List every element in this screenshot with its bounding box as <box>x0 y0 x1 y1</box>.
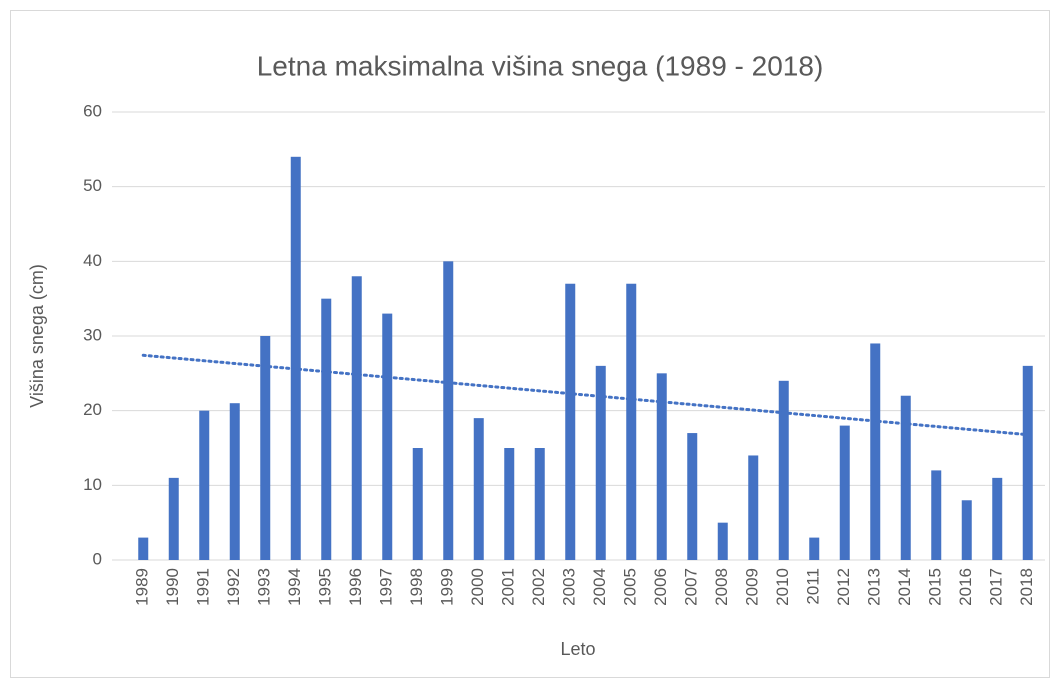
bar <box>778 380 789 560</box>
chart-title: Letna maksimalna višina snega (1989 - 20… <box>257 50 824 81</box>
x-tick-label: 1990 <box>163 568 182 606</box>
bar <box>626 283 637 560</box>
bar <box>443 261 454 560</box>
x-tick-label: 2006 <box>651 568 670 606</box>
x-tick-label: 1989 <box>133 568 152 606</box>
bar <box>199 410 210 560</box>
bar <box>351 276 362 560</box>
x-tick-label: 2018 <box>1017 568 1036 606</box>
x-tick-label: 2017 <box>987 568 1006 606</box>
y-tick-label: 30 <box>83 325 102 344</box>
bar <box>504 448 515 560</box>
x-tick-label: 2011 <box>804 568 823 605</box>
bar <box>534 448 545 560</box>
x-tick-label: 2015 <box>926 568 945 606</box>
x-tick-label: 2002 <box>529 568 548 606</box>
bar <box>290 156 301 561</box>
y-tick-label: 50 <box>83 176 102 195</box>
bar <box>992 477 1003 560</box>
bar <box>1022 365 1033 560</box>
bar <box>931 470 942 560</box>
y-tick-label: 10 <box>83 475 102 494</box>
y-tick-label: 40 <box>83 251 102 270</box>
bar <box>839 425 850 560</box>
x-tick-label: 1998 <box>407 568 426 606</box>
x-tick-label: 2008 <box>712 568 731 606</box>
bar <box>138 537 149 560</box>
x-tick-label: 2004 <box>590 568 609 606</box>
y-tick-label: 60 <box>83 101 102 120</box>
x-tick-label: 1992 <box>224 568 243 606</box>
x-tick-label: 2005 <box>621 568 640 606</box>
x-tick-label: 1994 <box>285 568 304 606</box>
x-tick-label: 2009 <box>743 568 762 606</box>
bar <box>961 500 972 560</box>
bar <box>260 336 271 560</box>
bar <box>656 373 667 560</box>
bar <box>412 448 423 560</box>
trendline <box>141 353 1030 437</box>
x-tick-label: 2014 <box>895 568 914 606</box>
x-tick-label: 2000 <box>468 568 487 606</box>
bar <box>748 455 759 560</box>
x-tick-label: 2013 <box>865 568 884 606</box>
bar <box>809 537 820 560</box>
bar <box>717 522 728 560</box>
bar <box>229 403 240 560</box>
bar <box>473 418 484 560</box>
y-tick-label: 0 <box>93 549 102 568</box>
bar <box>595 365 606 560</box>
x-tick-label: 1993 <box>255 568 274 606</box>
x-tick-label: 2016 <box>956 568 975 606</box>
x-tick-label: 2012 <box>834 568 853 606</box>
bar <box>687 433 698 560</box>
bar <box>321 298 332 560</box>
x-tick-label: 1996 <box>346 568 365 606</box>
x-tick-label: 2001 <box>499 568 518 606</box>
x-tick-label: 2010 <box>773 568 792 606</box>
x-tick-label: 2007 <box>682 568 701 606</box>
x-tick-label: 1995 <box>316 568 335 606</box>
x-axis-label: Leto <box>560 639 595 659</box>
x-tick-label: 1999 <box>438 568 457 606</box>
bar <box>870 343 881 560</box>
bar <box>168 477 179 560</box>
x-tick-label: 1991 <box>194 568 213 606</box>
x-tick-label: 2003 <box>560 568 579 606</box>
x-tick-label: 1997 <box>377 568 396 606</box>
bar <box>565 283 576 560</box>
y-axis-label: Višina snega (cm) <box>27 264 47 408</box>
bar <box>382 313 393 560</box>
y-tick-label: 20 <box>83 400 102 419</box>
bar <box>900 395 911 560</box>
